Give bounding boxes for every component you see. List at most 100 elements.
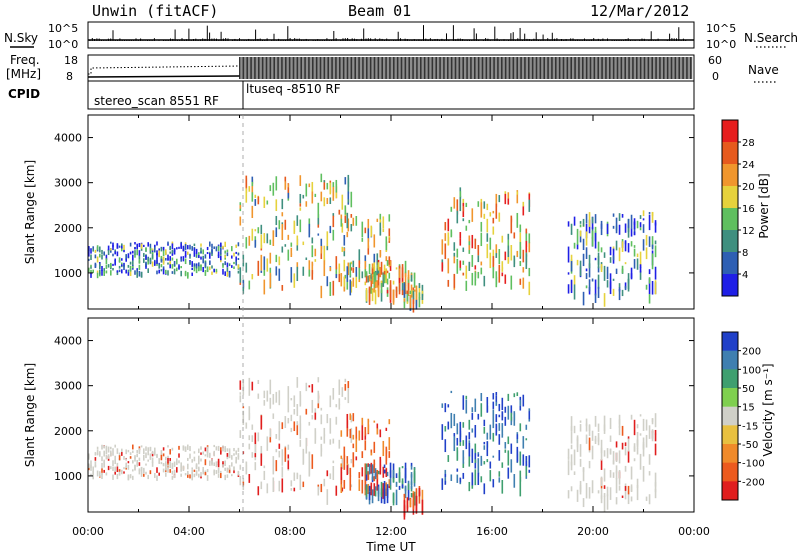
echo-cell [495, 244, 498, 255]
echo-cell [171, 251, 174, 256]
echo-cell [347, 381, 350, 389]
echo-cell [522, 454, 525, 466]
echo-cell [591, 480, 594, 494]
echo-cell [92, 470, 94, 475]
echo-cell [383, 274, 386, 284]
echo-cell [648, 494, 651, 505]
colorbar-tick-label: 8 [742, 248, 748, 259]
echo-cell [209, 251, 211, 255]
echo-cell [401, 484, 404, 488]
echo-cell [388, 228, 391, 243]
echo-cell [134, 456, 136, 462]
echo-cell [165, 257, 167, 261]
echo-cell [202, 257, 204, 264]
echo-cell [444, 403, 447, 413]
echo-cell [275, 254, 278, 263]
echo-cell [231, 462, 233, 467]
echo-cell [314, 259, 317, 262]
echo-cell [365, 288, 368, 302]
echo-cell [597, 286, 600, 299]
echo-cell [421, 284, 424, 297]
x-axis-label: Time UT [365, 540, 416, 554]
echo-cell [350, 458, 353, 464]
echo-cell [302, 481, 305, 488]
echo-cell [453, 413, 456, 426]
echo-cell [257, 486, 260, 496]
echo-cell [615, 470, 618, 480]
echo-cell [116, 270, 119, 276]
echo-cell [507, 436, 510, 445]
echo-cell [371, 289, 374, 302]
echo-cell [127, 449, 130, 453]
echo-cell [200, 243, 202, 247]
echo-cell [341, 487, 344, 492]
echo-cell [474, 238, 477, 249]
echo-cell [570, 431, 573, 444]
echo-cell [176, 267, 178, 272]
echo-cell [257, 196, 260, 205]
echo-cell [167, 445, 169, 448]
echo-cell [171, 475, 174, 480]
echo-cell [107, 465, 110, 471]
echo-cell [110, 241, 112, 244]
echo-cell [495, 271, 498, 288]
echo-cell [173, 461, 176, 467]
echo-cell [204, 454, 207, 457]
echo-cell [403, 505, 406, 517]
echo-cell [226, 453, 229, 458]
echo-cell [305, 257, 308, 261]
echo-cell [213, 269, 215, 273]
echo-cell [145, 446, 147, 451]
echo-cell [311, 191, 314, 204]
echo-cell [317, 214, 320, 225]
echo-cell [474, 459, 477, 463]
echo-cell [110, 262, 112, 268]
echo-cell [116, 473, 119, 480]
echo-cell [132, 469, 134, 472]
echo-cell [654, 245, 657, 258]
echo-cell [471, 272, 474, 286]
echo-cell [107, 454, 110, 459]
echo-cell [624, 282, 627, 289]
echo-cell [287, 417, 290, 424]
echo-cell [374, 468, 377, 480]
echo-cell [636, 253, 639, 258]
echo-cell [352, 217, 355, 226]
echo-cell [184, 270, 187, 277]
echo-cell [180, 243, 182, 249]
echo-cell [200, 267, 202, 271]
echo-cell [371, 275, 374, 285]
echo-cell [459, 232, 462, 239]
echo-cell [654, 429, 657, 442]
echo-cell [143, 448, 145, 455]
echo-cell [134, 247, 136, 250]
echo-cell [370, 462, 373, 474]
echo-cell [567, 221, 570, 227]
echo-cell [121, 243, 123, 246]
echo-cell [320, 191, 323, 202]
echo-cell [519, 480, 522, 497]
echo-cell [112, 466, 114, 471]
echo-cell [184, 244, 187, 250]
echo-cell [627, 450, 630, 463]
echo-cell [281, 285, 284, 291]
echo-cell [465, 395, 468, 400]
echo-cell [338, 379, 341, 395]
echo-cell [421, 499, 424, 515]
echo-cell [132, 250, 134, 254]
echo-cell [220, 255, 222, 261]
echo-cell [341, 464, 344, 469]
echo-cell [350, 261, 353, 265]
echo-cell [245, 262, 248, 273]
echo-cell [269, 267, 272, 277]
echo-cell [612, 255, 615, 261]
echo-cell [114, 455, 116, 462]
echo-cell [618, 485, 621, 491]
echo-cell [103, 251, 105, 255]
echo-cell [254, 462, 257, 471]
echo-cell [211, 243, 213, 249]
echo-cell [136, 268, 138, 271]
echo-cell [501, 267, 504, 272]
echo-cell [107, 446, 110, 450]
echo-cell [483, 445, 486, 450]
